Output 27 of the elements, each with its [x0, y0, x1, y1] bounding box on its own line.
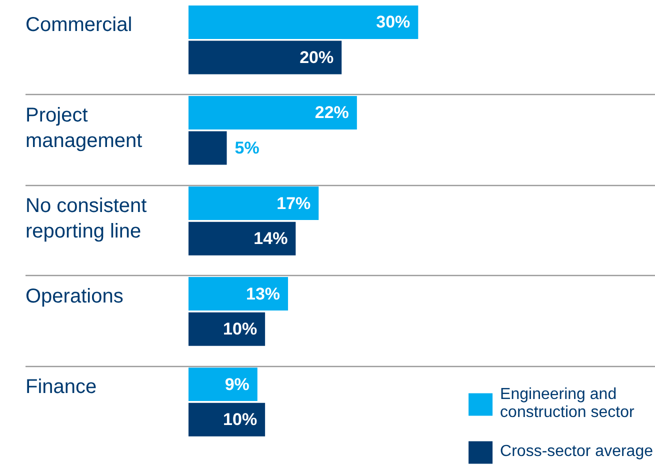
- data-label: 13%: [246, 284, 280, 304]
- bar: [188, 5, 418, 39]
- bar: [188, 277, 288, 311]
- bar: [188, 186, 319, 220]
- bar: [188, 312, 266, 346]
- data-label: 14%: [254, 229, 288, 248]
- y-tick-label: No consistent reporting line: [26, 195, 148, 242]
- y-tick-label: Commercial: [26, 14, 132, 36]
- data-label: 9%: [224, 374, 250, 394]
- data-label: 10%: [223, 320, 258, 339]
- bar: [188, 368, 258, 402]
- data-label: 5%: [234, 138, 260, 158]
- data-label: 30%: [376, 12, 410, 32]
- y-tick-label: Finance: [26, 376, 97, 398]
- data-label: 10%: [223, 410, 258, 430]
- data-label: 20%: [300, 48, 334, 68]
- bar: [188, 131, 227, 165]
- bar: [188, 40, 342, 74]
- bar: [188, 402, 266, 436]
- y-tick-label: Operations: [26, 286, 124, 308]
- data-label: 17%: [276, 194, 311, 213]
- bar: [188, 222, 296, 256]
- data-label: 22%: [314, 103, 349, 122]
- y-tick-label: Project management: [26, 104, 143, 152]
- bar: [188, 96, 357, 130]
- legend-label: Engineering and construction sector: [500, 386, 634, 422]
- legend-label: Cross-sector average: [500, 443, 653, 461]
